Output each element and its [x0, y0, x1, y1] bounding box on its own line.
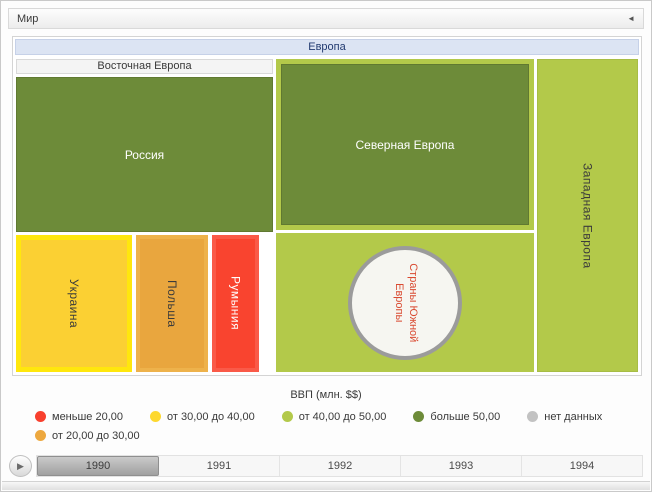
- play-button[interactable]: ▶: [9, 455, 32, 477]
- legend-item-label: от 30,00 до 40,00: [167, 410, 255, 423]
- window-bottom-bar: [2, 481, 650, 490]
- legend-color-dot: [150, 411, 162, 422]
- treemap-node-western-europe[interactable]: Западная Европа: [537, 59, 638, 372]
- treemap-node-romania[interactable]: Румыния: [212, 235, 259, 372]
- southern-europe-circle[interactable]: Страны Южной Европы: [348, 245, 462, 360]
- northern-europe-fill: Северная Европа: [281, 64, 529, 225]
- treemap-node-southern-europe[interactable]: Страны Южной Европы: [276, 233, 534, 372]
- legend-item-label: нет данных: [544, 410, 603, 423]
- legend-item-label: меньше 20,00: [52, 410, 124, 423]
- treemap-node-russia[interactable]: Россия: [16, 77, 273, 232]
- legend-row-1: меньше 20,00 от 30,00 до 40,00 от 40,00 …: [35, 407, 641, 426]
- legend-item: больше 50,00: [413, 411, 500, 423]
- legend-item-label: от 40,00 до 50,00: [298, 410, 387, 423]
- collapse-icon[interactable]: ◄: [627, 14, 635, 23]
- romania-label: Румыния: [228, 276, 243, 331]
- year-button[interactable]: 1993: [401, 456, 522, 476]
- year-button[interactable]: 1990: [37, 456, 159, 476]
- eastern-europe-group: Восточная Европа Россия Украина Польша Р…: [16, 59, 273, 372]
- year-button[interactable]: 1992: [280, 456, 401, 476]
- russia-label: Россия: [124, 147, 165, 162]
- treemap-node-northern-europe[interactable]: Северная Европа: [276, 59, 534, 230]
- legend-row-2: от 20,00 до 30,00: [35, 426, 641, 445]
- legend-color-dot: [35, 430, 46, 441]
- treemap-node-ukraine[interactable]: Украина: [16, 235, 132, 372]
- year-button[interactable]: 1991: [159, 456, 280, 476]
- poland-label: Польша: [165, 279, 179, 328]
- play-icon: ▶: [17, 460, 24, 471]
- world-title: Мир: [17, 12, 39, 25]
- year-button[interactable]: 1994: [569, 460, 595, 472]
- legend-color-dot: [281, 411, 293, 422]
- legend-color-dot: [527, 411, 539, 422]
- ukraine-label: Украина: [67, 278, 81, 329]
- timeline: ▶ 1990 1991 1992 1993 1994: [9, 455, 643, 477]
- eastern-europe-header[interactable]: Восточная Европа: [16, 59, 273, 74]
- europe-header[interactable]: Европа: [15, 39, 639, 55]
- legend-color-dot: [413, 411, 425, 422]
- legend-item: от 20,00 до 30,00: [35, 430, 140, 442]
- legend-item: от 30,00 до 40,00: [150, 411, 255, 423]
- legend-title: ВВП (млн. $$): [290, 389, 362, 401]
- legend-item-label: больше 50,00: [430, 410, 501, 423]
- europe-panel: Европа Восточная Европа Россия Украина П…: [12, 36, 642, 376]
- treemap-body: Восточная Европа Россия Украина Польша Р…: [16, 59, 638, 372]
- western-europe-label: Западная Европа: [580, 162, 595, 269]
- world-titlebar: Мир ◄: [8, 8, 644, 29]
- southern-europe-label: Страны Южной Европы: [393, 262, 419, 343]
- northern-europe-label: Северная Европа: [355, 137, 455, 152]
- middle-column: Северная Европа Страны Южной Европы: [276, 59, 534, 372]
- legend-item: нет данных: [527, 411, 602, 423]
- year-track: 1990 1991 1992 1993 1994: [36, 455, 643, 477]
- legend-color-dot: [35, 411, 46, 422]
- legend-item-label: от 20,00 до 30,00: [52, 429, 140, 442]
- legend-item: меньше 20,00: [35, 411, 123, 423]
- legend-item: от 40,00 до 50,00: [281, 410, 387, 423]
- treemap-node-poland[interactable]: Польша: [136, 235, 208, 372]
- eastern-europe-bottom-row: Украина Польша Румыния: [16, 235, 273, 372]
- legend: меньше 20,00 от 30,00 до 40,00 от 40,00 …: [35, 407, 641, 445]
